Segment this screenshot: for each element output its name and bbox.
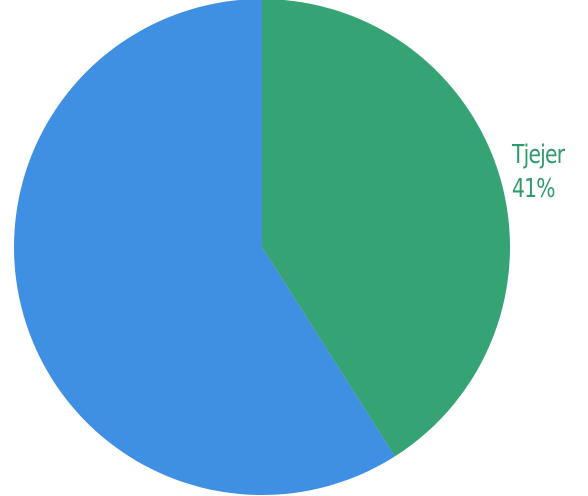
pie-slice-other-1 bbox=[14, 0, 395, 495]
pie-slice-tjejer bbox=[262, 0, 510, 457]
slice-label-tjejer: Tjejer 41% bbox=[512, 138, 571, 206]
slice-label-name: Tjejer bbox=[512, 140, 565, 170]
slice-label-percent: 41% bbox=[512, 174, 556, 204]
pie-slices bbox=[14, 0, 510, 495]
